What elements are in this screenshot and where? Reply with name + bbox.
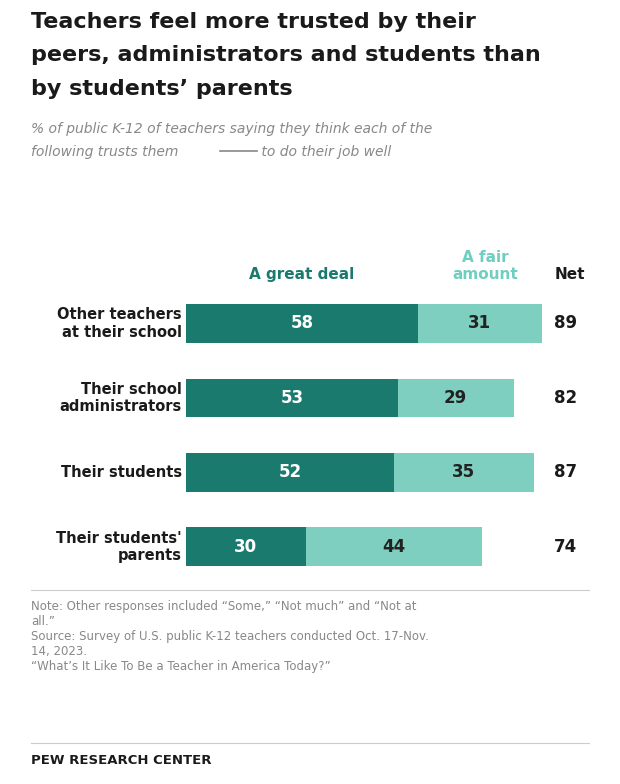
Bar — [398, 379, 513, 417]
Text: 29: 29 — [444, 389, 467, 407]
Text: 30: 30 — [234, 538, 257, 556]
Text: 58: 58 — [290, 314, 313, 332]
Text: 82: 82 — [554, 389, 577, 407]
Text: Note: Other responses included “Some,” “Not much” and “Not at
all.”
Source: Surv: Note: Other responses included “Some,” “… — [31, 600, 429, 673]
Text: 44: 44 — [382, 538, 405, 556]
Text: Their school
administrators: Their school administrators — [60, 382, 182, 414]
Text: by students’ parents: by students’ parents — [31, 79, 293, 100]
Text: peers, administrators and students than: peers, administrators and students than — [31, 45, 541, 66]
Text: 74: 74 — [554, 538, 577, 556]
Text: 31: 31 — [468, 314, 491, 332]
Text: % of public K-12 of teachers saying they think each of the: % of public K-12 of teachers saying they… — [31, 122, 432, 136]
Text: PEW RESEARCH CENTER: PEW RESEARCH CENTER — [31, 754, 211, 768]
Bar — [394, 453, 534, 492]
Bar — [186, 304, 418, 343]
Bar — [418, 304, 542, 343]
Bar — [186, 379, 398, 417]
Text: 87: 87 — [554, 463, 577, 481]
Bar — [306, 528, 482, 566]
Text: 89: 89 — [554, 314, 577, 332]
Text: Net: Net — [555, 267, 585, 282]
Text: to do their job well: to do their job well — [257, 145, 392, 159]
Text: 53: 53 — [280, 389, 303, 407]
Text: A fair
amount: A fair amount — [453, 250, 518, 282]
Text: Their students'
parents: Their students' parents — [56, 531, 182, 563]
Text: Teachers feel more trusted by their: Teachers feel more trusted by their — [31, 12, 476, 32]
Text: Other teachers
at their school: Other teachers at their school — [58, 307, 182, 339]
Text: 35: 35 — [452, 463, 476, 481]
Bar — [186, 453, 394, 492]
Bar — [186, 528, 306, 566]
Text: 52: 52 — [278, 463, 301, 481]
Text: Their students: Their students — [61, 465, 182, 480]
Text: A great deal: A great deal — [249, 267, 355, 282]
Text: following trusts them: following trusts them — [31, 145, 179, 159]
